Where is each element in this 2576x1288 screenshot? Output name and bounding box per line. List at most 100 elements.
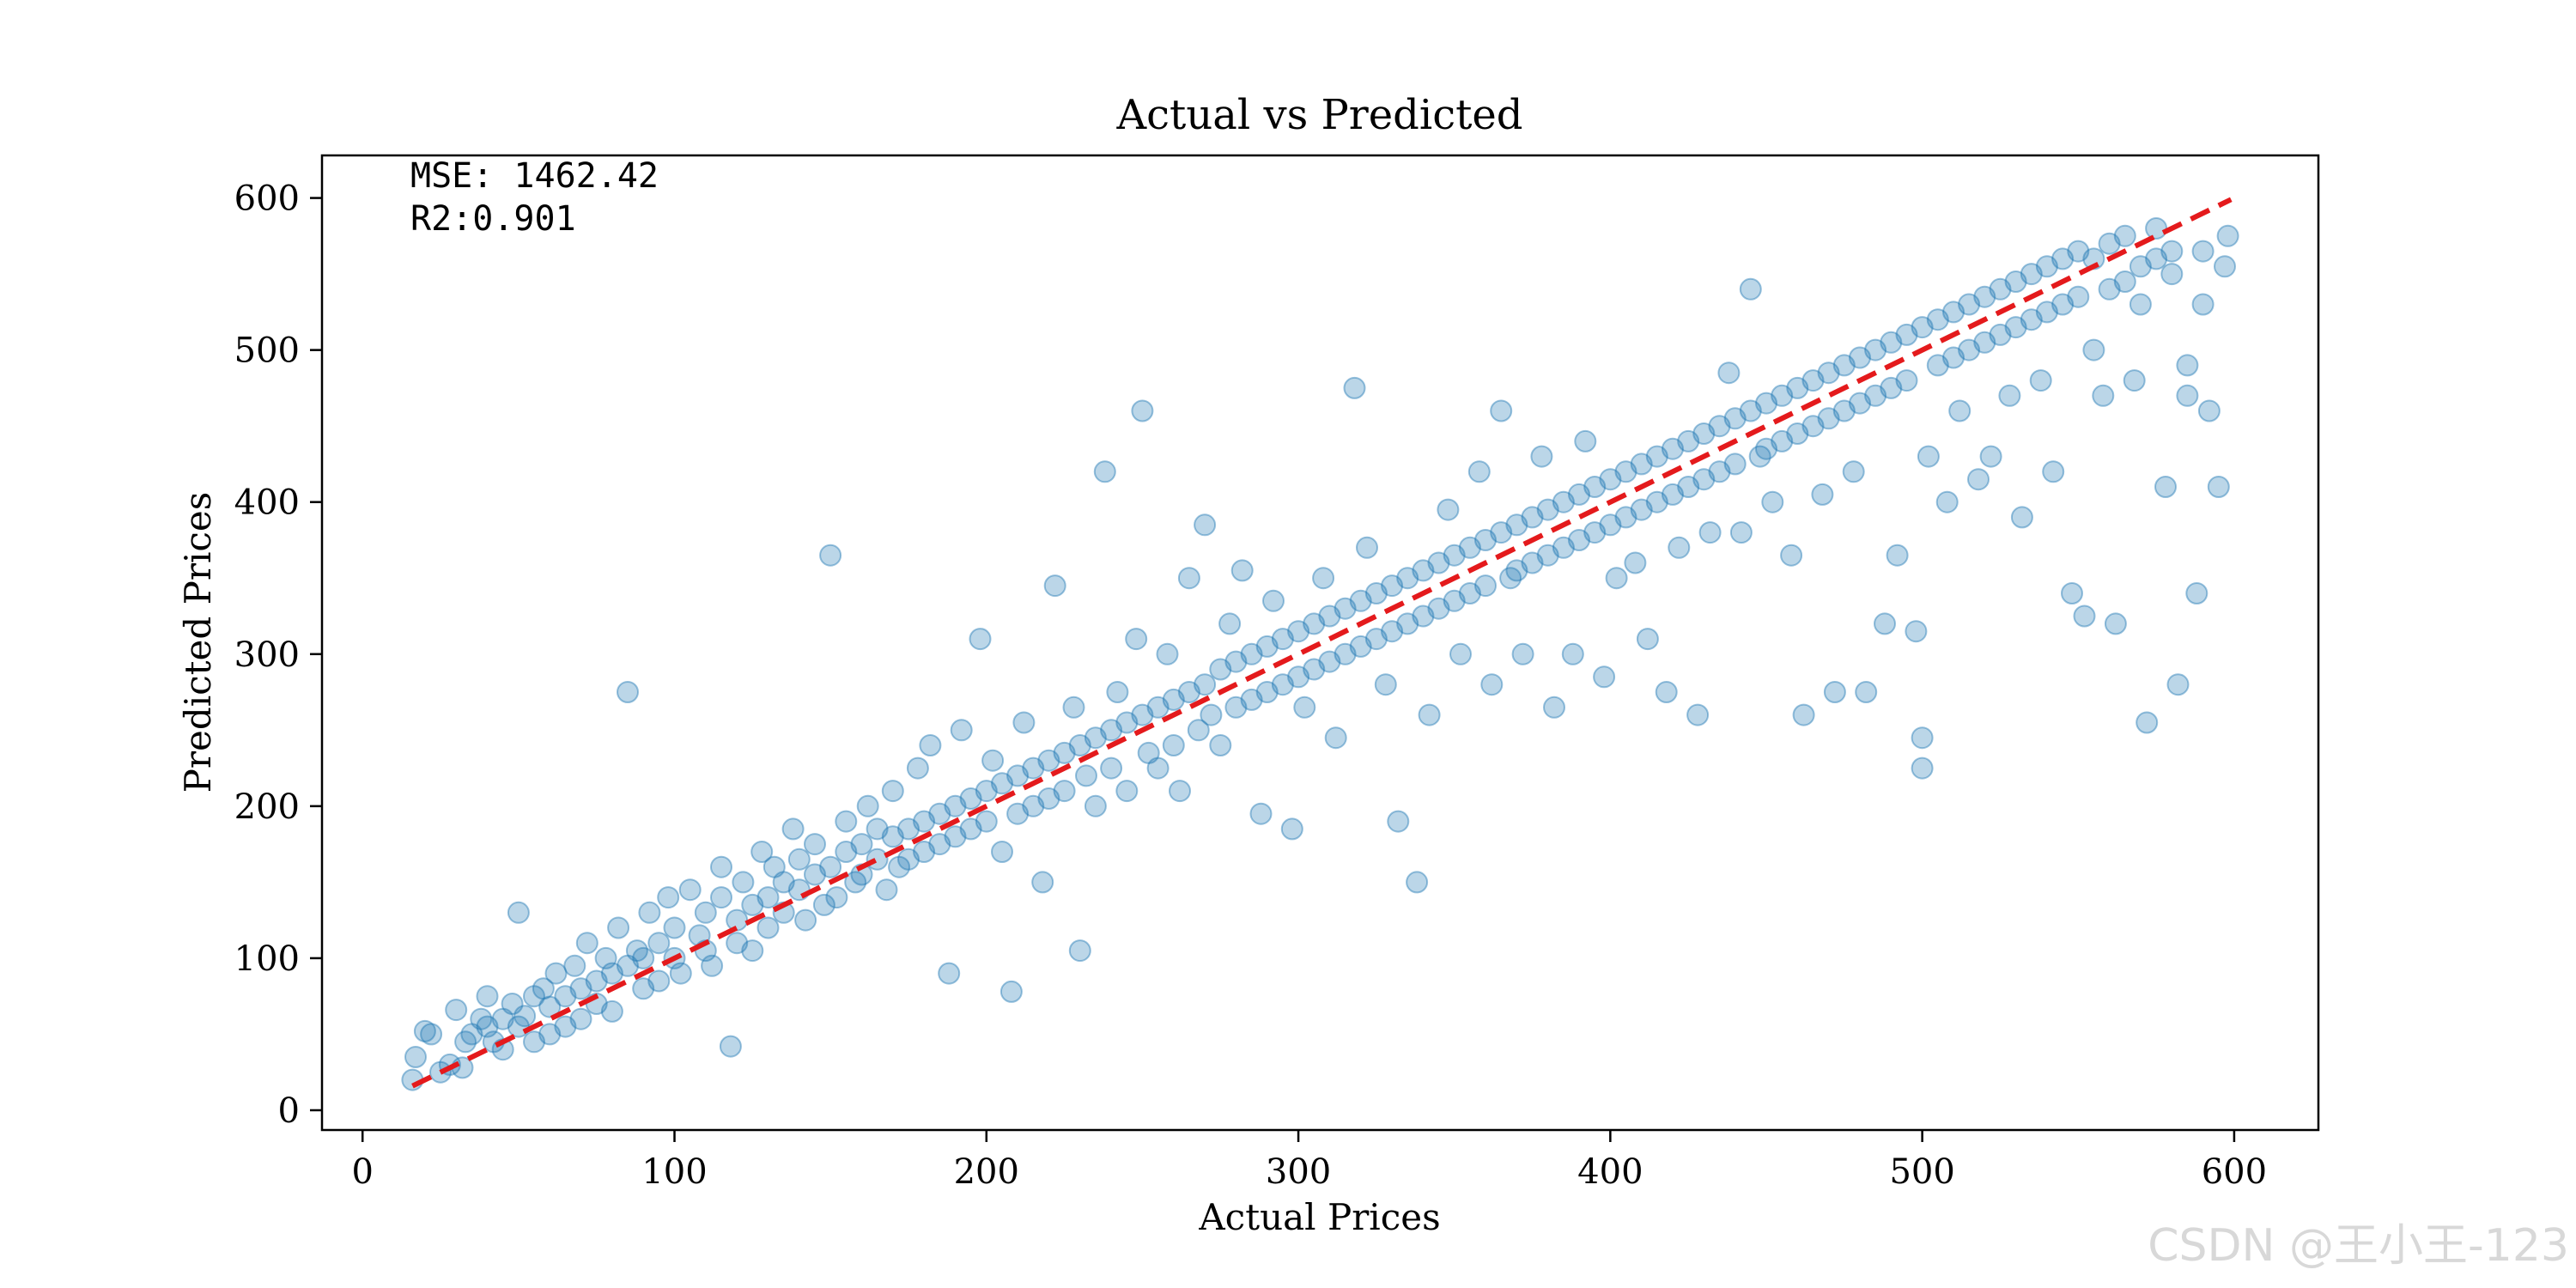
data-point — [1303, 658, 1326, 681]
data-point — [1636, 628, 1659, 651]
data-point — [1911, 316, 1934, 339]
data-point — [1106, 681, 1129, 703]
data-point — [1381, 620, 1404, 643]
data-point — [420, 1023, 443, 1046]
data-point — [1811, 483, 1834, 506]
data-point — [694, 901, 717, 924]
y-tick-label: 0 — [278, 1091, 300, 1131]
data-point — [1926, 354, 1949, 377]
data-point — [2145, 217, 2168, 240]
data-point — [1864, 384, 1887, 407]
data-point — [756, 886, 780, 909]
data-point — [1131, 399, 1154, 422]
data-point — [1271, 628, 1294, 651]
data-point — [1280, 817, 1303, 841]
data-point — [1037, 787, 1060, 810]
data-point — [532, 977, 555, 1000]
data-point — [1303, 612, 1326, 635]
data-point — [1364, 582, 1388, 605]
data-point — [1855, 681, 1878, 703]
data-point — [762, 855, 786, 878]
data-point — [476, 985, 499, 1008]
data-point — [1686, 703, 1710, 726]
data-point — [1343, 376, 1366, 399]
data-point — [647, 969, 671, 993]
data-point — [2104, 612, 2127, 635]
data-point — [1224, 696, 1248, 719]
data-point — [999, 980, 1023, 1003]
data-point — [1318, 650, 1341, 673]
mse-annotation: MSE: 1462.42 — [410, 156, 659, 196]
data-point — [1349, 589, 1372, 612]
data-point — [944, 794, 967, 817]
y-tick-label: 500 — [234, 331, 300, 371]
data-point — [1474, 529, 1497, 551]
data-point — [1677, 476, 1700, 498]
data-point — [897, 817, 920, 841]
data-point — [1692, 468, 1716, 491]
data-point — [1418, 703, 1441, 726]
data-point — [1645, 445, 1668, 468]
data-point — [2067, 240, 2090, 263]
data-point — [632, 946, 655, 969]
data-point — [1334, 597, 1357, 620]
data-point — [1255, 635, 1279, 658]
data-point — [975, 810, 998, 833]
data-point — [1605, 567, 1628, 590]
data-point — [1989, 277, 2012, 301]
data-point — [2160, 263, 2184, 286]
data-point — [1771, 429, 1794, 453]
data-point — [2098, 232, 2121, 255]
data-point — [1874, 612, 1896, 635]
x-tick-label: 100 — [641, 1152, 707, 1192]
data-point — [959, 817, 982, 841]
data-point — [1917, 445, 1940, 468]
data-point — [1037, 749, 1060, 772]
y-tick-label: 600 — [234, 179, 300, 219]
data-point — [513, 1005, 537, 1028]
data-point — [710, 886, 732, 909]
x-axis-label: Actual Prices — [1198, 1196, 1440, 1238]
data-point — [969, 628, 992, 651]
data-point — [1599, 468, 1622, 491]
plot-area — [401, 197, 2239, 1091]
data-point — [2042, 460, 2065, 483]
data-point — [1262, 589, 1285, 612]
data-point — [1849, 392, 1871, 415]
data-point — [1312, 567, 1335, 590]
data-point — [1717, 361, 1741, 385]
data-point — [569, 977, 592, 1000]
data-point — [1645, 490, 1668, 513]
data-point — [944, 825, 967, 848]
data-point — [1022, 794, 1045, 817]
data-point — [1761, 490, 1784, 513]
data-point — [638, 901, 661, 924]
x-tick-label: 300 — [1266, 1152, 1331, 1192]
y-tick-label: 400 — [234, 483, 300, 523]
data-point — [2004, 316, 2027, 339]
data-point — [1729, 521, 1753, 544]
data-point — [2123, 369, 2146, 392]
data-point — [1708, 460, 1731, 483]
data-point — [1396, 567, 1419, 590]
data-point — [1162, 734, 1185, 756]
data-point — [663, 916, 686, 939]
data-point — [1209, 658, 1232, 681]
data-point — [1967, 468, 1990, 491]
data-point — [501, 993, 524, 1015]
data-point — [888, 855, 911, 878]
data-point — [1324, 726, 1347, 750]
data-point — [787, 848, 811, 871]
data-point — [2214, 255, 2236, 278]
chart-title: Actual vs Predicted — [1115, 91, 1522, 139]
data-point — [1162, 688, 1185, 711]
data-point — [913, 810, 936, 833]
data-point — [1490, 399, 1513, 422]
data-point — [1998, 384, 2021, 407]
data-point — [1068, 734, 1091, 756]
data-point — [1031, 871, 1054, 894]
data-point — [2082, 338, 2105, 361]
data-point — [1200, 703, 1223, 726]
data-point — [825, 886, 848, 909]
